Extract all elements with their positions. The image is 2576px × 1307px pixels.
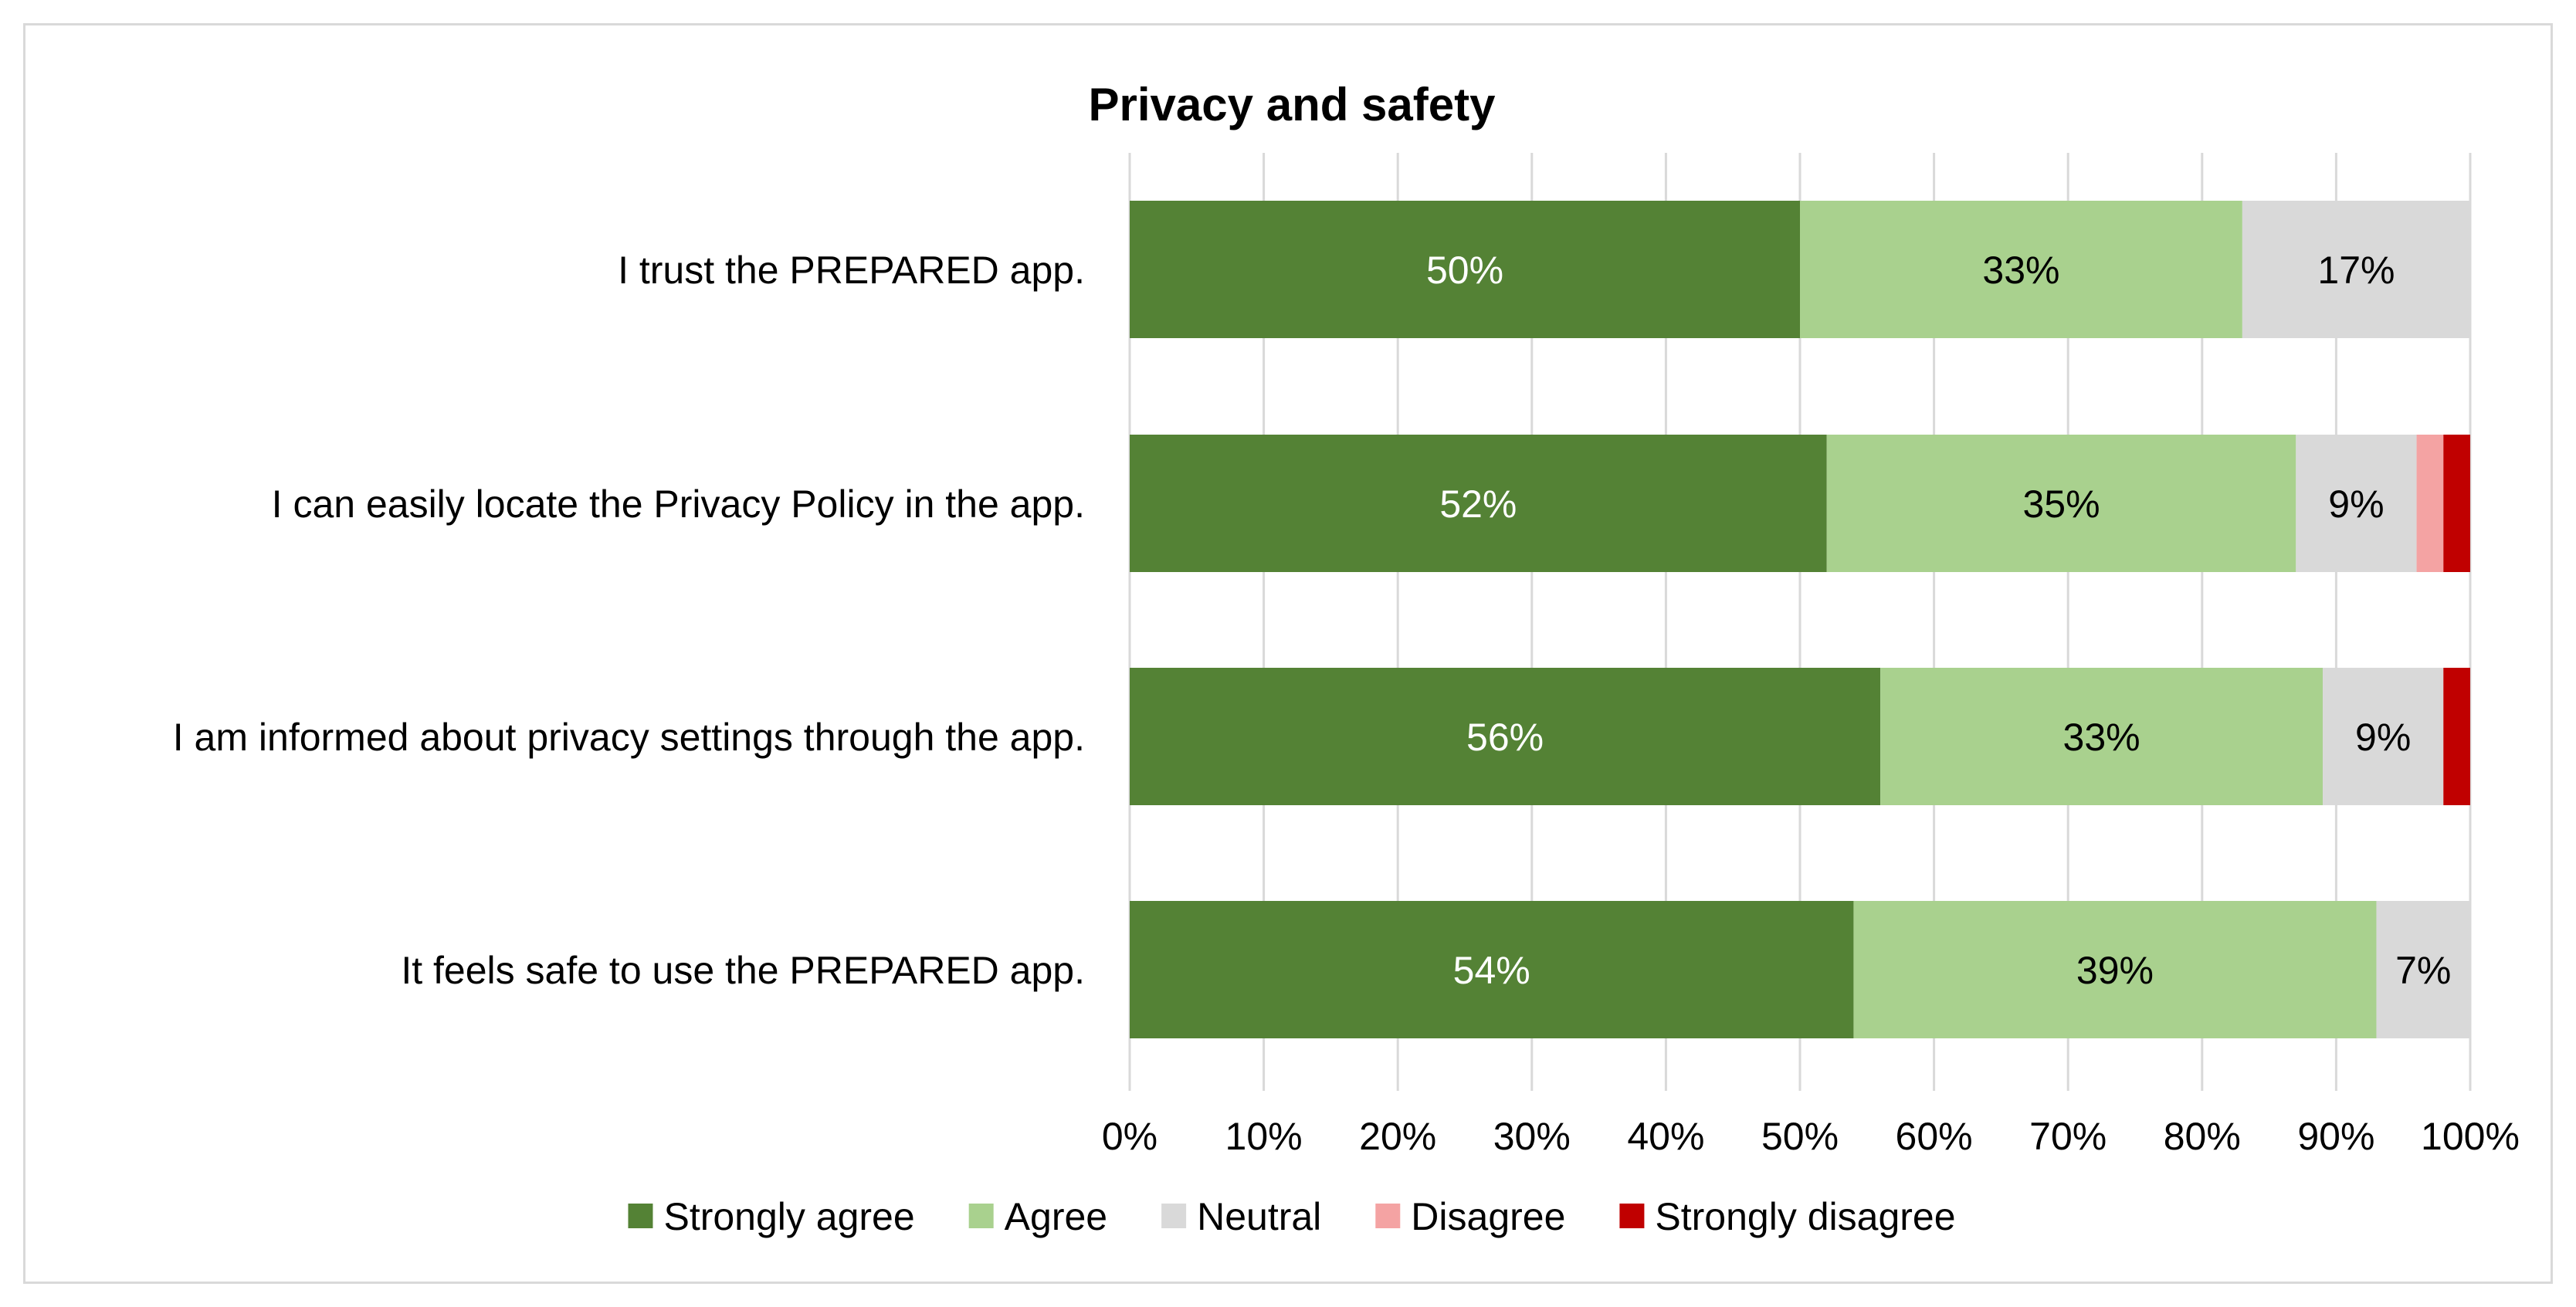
x-tick-label: 100%	[2421, 1115, 2520, 1158]
bar-segment	[1800, 201, 2242, 338]
legend-label: Agree	[1005, 1195, 1107, 1238]
legend-label: Neutral	[1197, 1195, 1321, 1238]
bar-segment	[2323, 668, 2444, 805]
bar-segment	[1130, 668, 1881, 805]
data-label: 52%	[1439, 483, 1517, 526]
x-tick-label: 40%	[1627, 1115, 1704, 1158]
bar-segment	[1826, 435, 2296, 572]
category-label: I can easily locate the Privacy Policy i…	[272, 483, 1085, 526]
legend-item: Strongly agree	[628, 1195, 915, 1238]
category-labels: I trust the PREPARED app. I can easily lo…	[173, 249, 1085, 992]
legend-item: Neutral	[1161, 1195, 1321, 1238]
bar-segment	[2416, 435, 2444, 572]
legend: Strongly agree Agree Neutral Disagree Strong…	[628, 1195, 1956, 1238]
legend-label: Strongly disagree	[1655, 1195, 1955, 1238]
legend-item: Agree	[968, 1195, 1107, 1238]
category-label: It feels safe to use the PREPARED app.	[401, 949, 1085, 992]
category-label: I trust the PREPARED app.	[618, 249, 1085, 292]
data-label: 50%	[1426, 249, 1503, 292]
data-label: 17%	[2317, 249, 2395, 292]
data-label: 39%	[2076, 949, 2154, 992]
legend-swatch	[968, 1204, 994, 1228]
bar-segment	[2443, 435, 2470, 572]
data-label: 7%	[2395, 949, 2451, 992]
x-tick-label: 20%	[1359, 1115, 1436, 1158]
bar-segments	[1130, 201, 2470, 1038]
x-tick-label: 0%	[1102, 1115, 1158, 1158]
legend-label: Strongly agree	[663, 1195, 914, 1238]
data-label: 33%	[2063, 716, 2140, 759]
x-tick-label: 70%	[2029, 1115, 2107, 1158]
category-label: I am informed about privacy settings thr…	[173, 716, 1085, 759]
x-tick-label: 90%	[2297, 1115, 2374, 1158]
legend-item: Strongly disagree	[1619, 1195, 1956, 1238]
bar-segment	[2376, 901, 2470, 1038]
bar-segment	[2443, 668, 2470, 805]
x-tick-label: 60%	[1896, 1115, 1973, 1158]
data-label: 54%	[1453, 949, 1530, 992]
x-tick-label: 10%	[1225, 1115, 1303, 1158]
legend-label: Disagree	[1411, 1195, 1565, 1238]
data-label: 56%	[1466, 716, 1544, 759]
bar-segment	[1853, 901, 2377, 1038]
legend-swatch	[1375, 1204, 1401, 1228]
stacked-bar-chart: Privacy and safety 50% 33% 17% 52% 35% 9% 56% 3…	[173, 79, 2520, 1238]
bar-segment	[1130, 901, 1854, 1038]
chart-title: Privacy and safety	[1089, 79, 1496, 130]
legend-swatch	[628, 1204, 653, 1228]
x-axis-tick-labels: 0% 10% 20% 30% 40% 50% 60% 70% 80% 90% 100%	[1102, 1115, 2520, 1158]
bar-segment	[1130, 435, 1827, 572]
data-label: 35%	[2022, 483, 2100, 526]
legend-item: Disagree	[1375, 1195, 1565, 1238]
bar-segment	[2296, 435, 2417, 572]
data-label: 33%	[1982, 249, 2059, 292]
data-labels: 50% 33% 17% 52% 35% 9% 56% 33% 9% 54% 39% 7%	[1426, 249, 2451, 992]
bar-segment	[2242, 201, 2470, 338]
legend-swatch	[1619, 1204, 1645, 1228]
bar-segment	[1880, 668, 2323, 805]
data-label: 9%	[2355, 716, 2411, 759]
data-label: 9%	[2328, 483, 2384, 526]
bar-segment	[1130, 201, 1800, 338]
x-tick-label: 30%	[1493, 1115, 1571, 1158]
x-tick-label: 50%	[1761, 1115, 1839, 1158]
chart-frame: Privacy and safety 50% 33% 17% 52% 35% 9% 56% 3…	[23, 23, 2553, 1284]
legend-swatch	[1161, 1204, 1187, 1228]
x-tick-label: 80%	[2164, 1115, 2241, 1158]
